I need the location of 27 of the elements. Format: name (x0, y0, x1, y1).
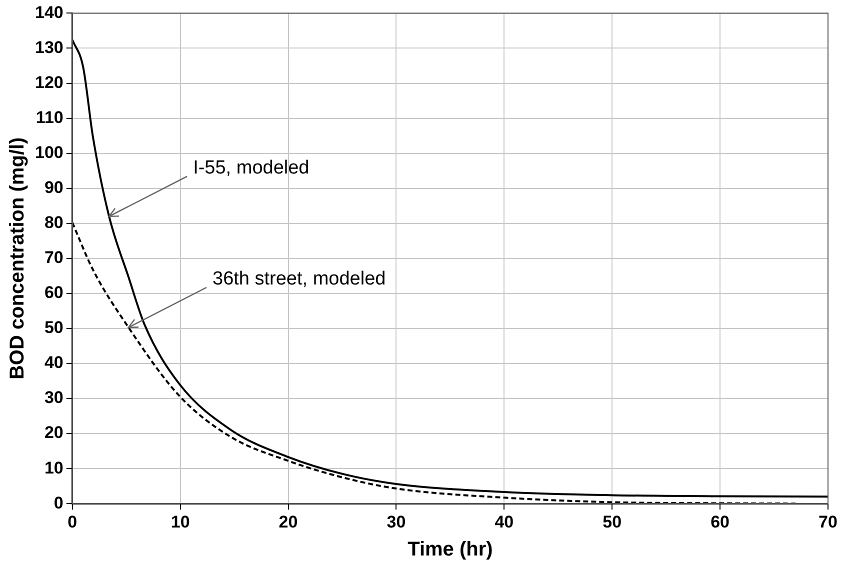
x-tick-label: 60 (710, 512, 730, 532)
y-tick-label: 140 (34, 2, 64, 22)
annotation: 36th street, modeled (212, 268, 386, 290)
y-tick-label: 60 (44, 283, 64, 302)
x-tick-label: 40 (494, 512, 514, 532)
y-axis-title: BOD concentration (mg/l) (6, 137, 29, 380)
y-tick-label: 120 (34, 72, 64, 92)
x-tick-label: 50 (602, 512, 622, 532)
y-tick-label: 20 (44, 423, 64, 442)
y-tick-label: 80 (44, 213, 64, 232)
y-tick-label: 40 (44, 353, 64, 372)
x-tick-label: 0 (68, 512, 78, 532)
x-tick-label: 10 (170, 512, 190, 532)
y-tick-label: 10 (44, 458, 64, 478)
x-tick-label: 30 (386, 512, 406, 532)
x-axis-title: Time (hr) (408, 538, 493, 561)
x-tick-label: 20 (278, 512, 298, 532)
x-tick-label: 70 (818, 512, 838, 532)
y-tick-label: 100 (34, 143, 64, 162)
y-tick-label: 30 (44, 388, 64, 408)
y-tick-label: 50 (44, 318, 64, 338)
y-tick-label: 90 (44, 178, 64, 198)
y-tick-label: 130 (34, 38, 64, 57)
y-tick-label: 0 (54, 493, 64, 512)
y-tick-label: 70 (44, 248, 64, 268)
y-tick-label: 110 (36, 108, 64, 127)
annotation: I-55, modeled (193, 158, 310, 179)
